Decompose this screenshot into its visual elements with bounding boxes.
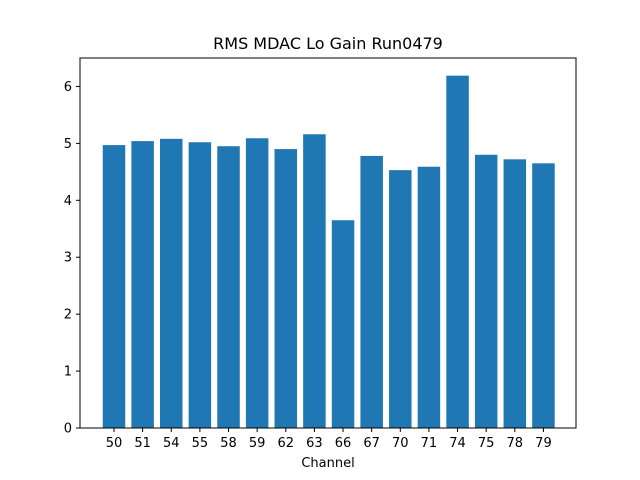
x-tick-label: 78 (507, 436, 524, 451)
x-tick-label: 66 (335, 436, 352, 451)
bar-channel-62 (274, 149, 298, 428)
chart-title: RMS MDAC Lo Gain Run0479 (213, 34, 443, 53)
plot-area-frame (79, 57, 577, 429)
y-axis: 0 1 2 3 4 5 6 (64, 80, 80, 437)
bar-channel-75 (474, 154, 498, 428)
y-tick-label: 1 (64, 365, 72, 380)
bar-channel-70 (389, 170, 412, 428)
x-tick-label: 51 (134, 436, 151, 451)
bar-channel-71 (417, 166, 441, 428)
bar-channel-59 (245, 138, 269, 428)
x-tick-label: 55 (192, 436, 209, 451)
bar-channel-63 (303, 134, 326, 428)
bar-channel-54 (160, 138, 183, 428)
y-tick-label: 2 (64, 308, 72, 323)
bar-channel-66 (331, 220, 355, 428)
x-tick-label: 50 (106, 436, 123, 451)
bar-channel-79 (532, 163, 555, 428)
x-tick-label: 71 (421, 436, 438, 451)
x-tick-label: 63 (306, 436, 323, 451)
y-tick-label: 6 (64, 80, 72, 95)
x-tick-label: 59 (249, 436, 266, 451)
bar-channel-74 (446, 75, 469, 429)
x-tick-label: 70 (392, 436, 409, 451)
y-tick-label: 0 (64, 422, 72, 437)
bar-channel-67 (360, 155, 383, 428)
bar-channel-58 (217, 146, 240, 429)
y-tick-label: 3 (64, 251, 72, 266)
bar-channel-51 (131, 141, 154, 429)
x-tick-label: 67 (363, 436, 380, 451)
y-tick-label: 4 (64, 194, 72, 209)
bar-channel-50 (102, 145, 126, 428)
bar-channel-78 (503, 159, 527, 428)
x-tick-label: 62 (278, 436, 295, 451)
bar-channel-55 (188, 142, 212, 428)
x-tick-label: 74 (449, 436, 466, 451)
x-tick-label: 79 (535, 436, 552, 451)
bars-group (102, 75, 555, 429)
x-axis-label: Channel (301, 456, 354, 471)
x-tick-label: 75 (478, 436, 495, 451)
x-tick-label: 58 (220, 436, 237, 451)
y-tick-label: 5 (64, 137, 72, 152)
x-tick-label: 54 (163, 436, 180, 451)
x-axis: 50 51 54 55 58 59 62 63 66 67 70 71 74 75 78 79 (106, 428, 552, 451)
